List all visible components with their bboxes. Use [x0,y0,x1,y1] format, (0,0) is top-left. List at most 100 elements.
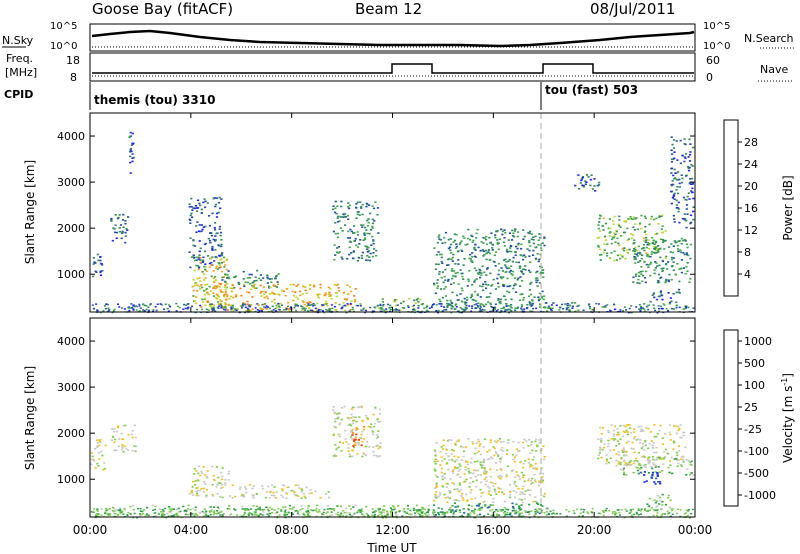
power-cell [481,308,484,311]
velocity-cell [617,463,620,465]
velocity-cell [204,474,207,476]
power-cell [99,270,102,273]
velocity-ground-cell [173,508,176,510]
velocity-cell [603,443,606,446]
power-ground-cell [271,305,274,308]
velocity-cell [597,438,600,440]
x-tick-label: 00:00 [73,523,108,537]
velocity-cell [242,494,245,496]
velocity-cell [333,454,336,456]
velocity-ground-cell [455,509,458,511]
velocity-cell [484,483,487,486]
velocity-cell [619,438,622,440]
velocity-ground-cell [427,510,430,513]
power-cell [504,264,507,266]
power-ground-cell [233,308,236,310]
power-ground-cell [107,307,110,309]
velocity-cell [621,435,625,437]
velocity-ground-cell [362,515,365,517]
power-ground-cell [685,306,687,308]
power-cell [230,290,233,293]
velocity-cell [360,444,363,447]
power-cell [215,197,219,199]
velocity-cell [435,486,438,489]
power-cell [665,263,668,266]
power-cell [227,276,230,278]
power-ground-cell [310,303,313,306]
power-cell [538,292,542,295]
velocity-ground-cell [535,509,538,512]
power-cell [259,284,262,287]
velocity-cell [462,508,465,510]
velocity-cell [151,504,154,507]
power-cell [129,149,132,151]
velocity-cell [529,494,532,496]
power-ground-cell [183,303,186,306]
power-cell [662,267,665,270]
velocity-ground-cell [480,507,483,510]
power-cell [536,253,539,255]
power-cell [647,264,651,266]
power-cell [252,286,255,288]
power-cell [482,236,485,239]
power-cell [449,249,452,252]
velocity-cell [615,453,618,456]
velocity-ground-cell [294,510,297,512]
power-cell [649,274,652,277]
velocity-cell [517,441,520,444]
power-ground-cell [359,303,362,305]
power-cell [110,220,113,222]
velocity-cell [360,406,363,409]
velocity-cell [462,446,465,449]
power-cell [340,216,343,218]
power-cell [675,207,678,209]
power-cell [341,230,344,232]
velocity-cell [489,441,492,444]
velocity-cell [205,494,208,497]
velocity-cell [501,491,504,494]
velocity-ground-cell [136,516,139,519]
power-cell [540,295,543,298]
power-ground-cell [272,309,275,311]
power-cell [353,295,356,297]
power-cell [490,285,493,287]
power-cell [482,289,485,292]
power-cell [469,238,472,241]
y-tick-label: 4000 [57,130,85,143]
power-cell [214,239,217,241]
velocity-ground-cell [543,512,546,514]
velocity-cell [168,511,171,513]
power-ground-cell [264,303,267,305]
power-cell [222,291,225,294]
power-cell [542,272,545,274]
velocity-cell [192,480,195,483]
velocity-ground-cell [472,510,475,512]
power-cell [473,281,476,283]
power-cell [351,257,355,260]
power-cell [639,253,642,255]
colorbar-tick-label: 20 [744,180,758,193]
velocity-ground-cell [212,513,215,516]
power-ground-cell [628,307,631,310]
velocity-cell [352,506,355,508]
power-ground-cell [211,309,214,312]
velocity-cell [307,505,310,507]
velocity-cell [462,481,465,483]
power-cell [623,220,626,223]
power-ground-cell [351,306,354,309]
velocity-ground-cell [209,514,212,516]
power-ground-cell [675,307,678,309]
power-cell [246,281,249,284]
power-cell [678,240,681,242]
velocity-cell [534,479,537,481]
velocity-cell [647,472,651,474]
power-cell [312,284,315,287]
power-cell [265,308,269,310]
power-cell [243,285,246,288]
power-cell [526,248,529,250]
power-cell [598,181,601,184]
power-cell [317,296,320,299]
power-cell [202,256,205,259]
velocity-cell [680,458,683,460]
power-cell [672,183,675,186]
